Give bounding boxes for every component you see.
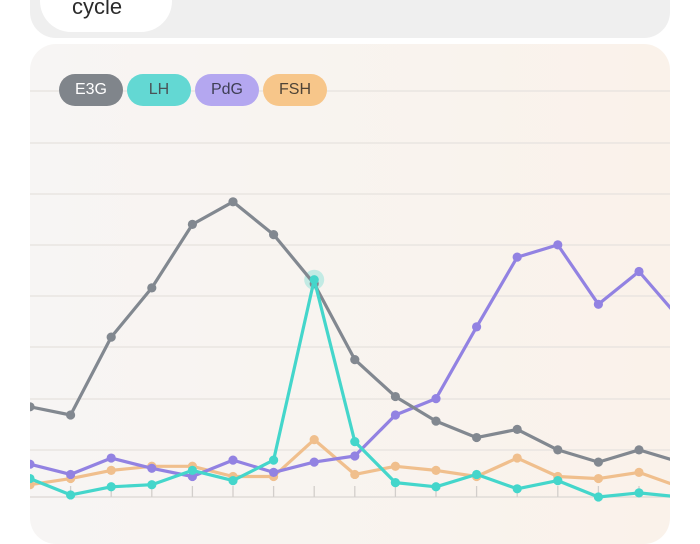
data-point-lh-14 [593, 492, 604, 502]
data-point-pdg-15 [634, 266, 644, 277]
data-point-lh-1 [66, 490, 76, 500]
data-point-pdg-11 [472, 322, 482, 332]
data-point-fsh-10 [431, 465, 441, 475]
data-point-lh-6 [269, 455, 279, 465]
data-point-fsh-12 [512, 453, 522, 463]
series-line-pdg [30, 243, 670, 479]
data-point-lh-15 [634, 488, 644, 498]
data-point-e3g-8 [350, 355, 360, 365]
data-point-lh-4 [187, 465, 197, 475]
legend-chip-lh[interactable]: LH [127, 74, 191, 106]
data-point-pdg-3 [147, 463, 157, 473]
data-point-pdg-8 [350, 451, 360, 461]
data-point-lh-10 [431, 482, 441, 492]
data-point-e3g-4 [187, 219, 197, 229]
data-point-e3g-12 [512, 424, 522, 434]
data-point-e3g-3 [147, 283, 157, 293]
data-point-e3g-6 [269, 230, 279, 240]
data-point-lh-0 [30, 473, 35, 484]
data-point-lh-12 [512, 484, 522, 494]
data-point-e3g-0 [30, 402, 35, 412]
data-point-e3g-10 [431, 416, 441, 426]
data-point-pdg-1 [66, 469, 76, 480]
legend-chip-fsh[interactable]: FSH [263, 74, 327, 106]
data-point-pdg-5 [228, 455, 238, 465]
data-point-fsh-8 [350, 469, 360, 480]
data-point-lh-2 [106, 482, 116, 492]
data-point-e3g-5 [228, 197, 238, 207]
data-point-fsh-9 [390, 461, 400, 471]
data-point-e3g-15 [634, 445, 644, 455]
chart-legend: E3G LH PdG FSH [59, 74, 327, 106]
data-point-fsh-14 [593, 473, 604, 484]
series-line-lh [30, 278, 670, 499]
data-point-lh-9 [390, 478, 400, 488]
data-point-pdg-12 [512, 252, 522, 262]
data-point-pdg-0 [30, 459, 35, 469]
data-point-fsh-15 [634, 467, 644, 477]
hormone-chart-card: E3G LH PdG FSH [30, 44, 670, 544]
data-point-pdg-14 [593, 299, 604, 309]
legend-chip-e3g[interactable]: E3G [59, 74, 123, 106]
hormone-line-chart [30, 90, 670, 502]
header-title-fragment: cycle [72, 0, 123, 19]
data-point-fsh-7 [309, 435, 319, 445]
data-point-fsh-2 [106, 465, 116, 475]
data-point-e3g-11 [472, 432, 482, 443]
data-point-lh-11 [472, 469, 482, 480]
data-point-lh-13 [553, 476, 563, 486]
data-point-lh-3 [147, 480, 157, 490]
data-point-e3g-2 [106, 332, 116, 342]
data-point-pdg-9 [390, 410, 400, 420]
data-point-lh-7 [309, 275, 319, 285]
data-point-pdg-13 [553, 240, 563, 250]
data-point-e3g-9 [390, 391, 400, 402]
data-point-pdg-10 [431, 394, 441, 404]
data-point-pdg-2 [106, 453, 116, 463]
legend-chip-pdg[interactable]: PdG [195, 74, 259, 106]
data-point-lh-5 [228, 476, 238, 486]
data-point-pdg-7 [309, 457, 319, 467]
cycle-pill[interactable] [40, 0, 172, 32]
data-point-pdg-6 [269, 467, 279, 477]
data-point-lh-8 [350, 437, 360, 447]
data-point-e3g-1 [66, 410, 76, 420]
data-point-e3g-13 [553, 445, 563, 455]
data-point-e3g-14 [593, 457, 604, 467]
